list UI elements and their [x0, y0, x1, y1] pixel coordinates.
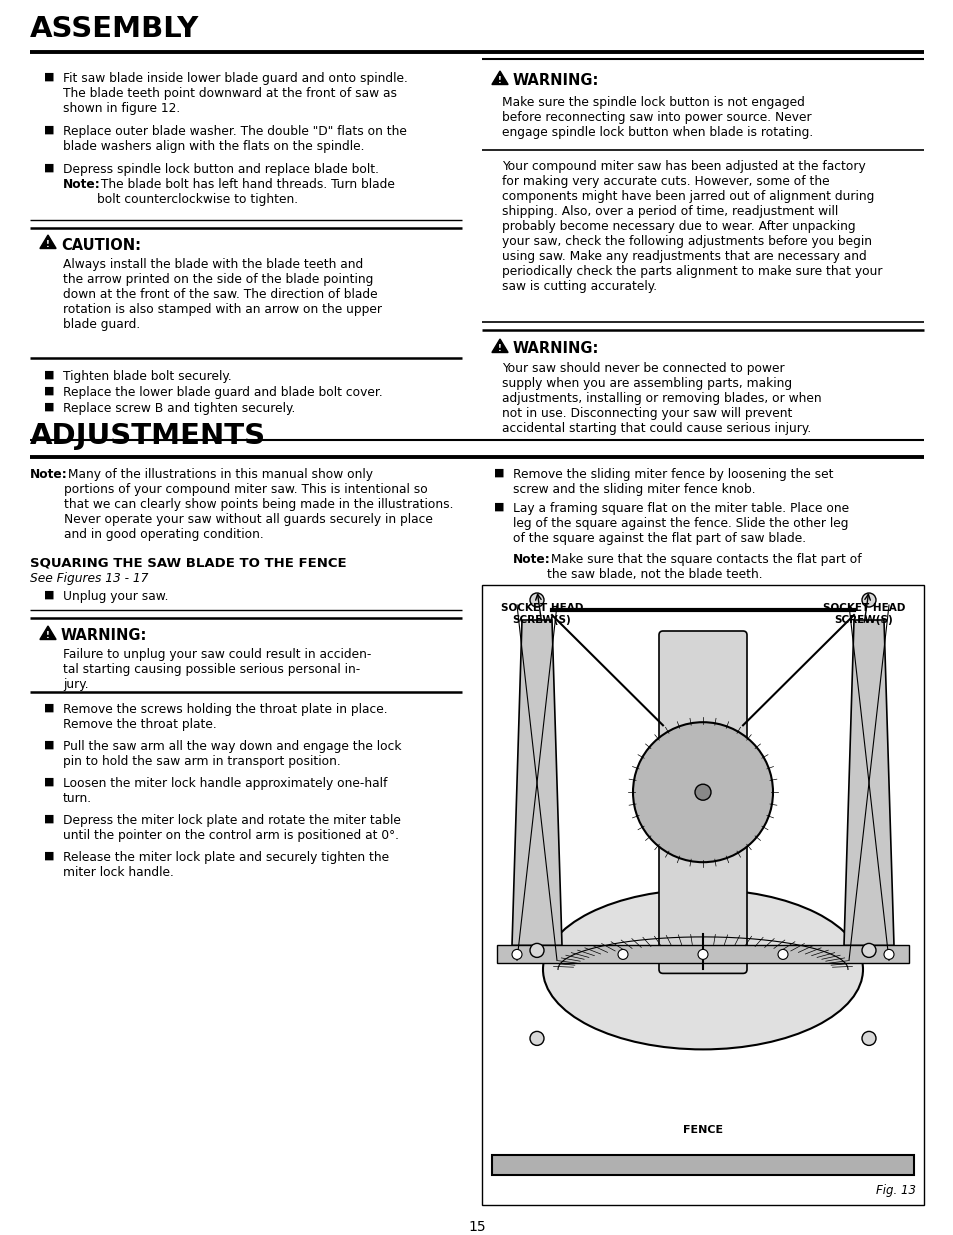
- Text: ■: ■: [44, 703, 54, 713]
- Text: Replace the lower blade guard and blade bolt cover.: Replace the lower blade guard and blade …: [63, 387, 382, 399]
- Circle shape: [530, 1031, 543, 1045]
- Text: Lay a framing square flat on the miter table. Place one
leg of the square agains: Lay a framing square flat on the miter t…: [513, 501, 848, 545]
- Circle shape: [862, 944, 875, 957]
- Circle shape: [778, 950, 787, 960]
- Text: ■: ■: [44, 851, 54, 861]
- Text: ■: ■: [44, 370, 54, 380]
- Text: Remove the screws holding the throat plate in place.
Remove the throat plate.: Remove the screws holding the throat pla…: [63, 703, 387, 731]
- Text: Fig. 13: Fig. 13: [875, 1184, 915, 1197]
- Circle shape: [530, 944, 543, 957]
- Text: SOCKET HEAD
SCREW(S): SOCKET HEAD SCREW(S): [500, 603, 582, 625]
- Text: ■: ■: [494, 468, 504, 478]
- Circle shape: [862, 593, 875, 606]
- Text: Depress the miter lock plate and rotate the miter table
until the pointer on the: Depress the miter lock plate and rotate …: [63, 814, 400, 842]
- Text: SOCKET HEAD
SCREW(S): SOCKET HEAD SCREW(S): [821, 603, 904, 625]
- Circle shape: [698, 950, 707, 960]
- Polygon shape: [492, 70, 508, 84]
- Text: ■: ■: [44, 125, 54, 135]
- Circle shape: [633, 722, 772, 862]
- Text: ■: ■: [44, 403, 54, 412]
- Text: !: !: [497, 75, 501, 85]
- Text: ■: ■: [44, 777, 54, 787]
- Polygon shape: [40, 235, 56, 248]
- Text: WARNING:: WARNING:: [61, 629, 147, 643]
- Text: Note:: Note:: [63, 178, 101, 191]
- Text: Failure to unplug your saw could result in acciden-
tal starting causing possibl: Failure to unplug your saw could result …: [63, 648, 371, 692]
- Text: Make sure the spindle lock button is not engaged
before reconnecting saw into po: Make sure the spindle lock button is not…: [501, 96, 812, 140]
- Text: Tighten blade bolt securely.: Tighten blade bolt securely.: [63, 370, 232, 383]
- Text: ASSEMBLY: ASSEMBLY: [30, 15, 199, 43]
- Text: ■: ■: [44, 387, 54, 396]
- Text: WARNING:: WARNING:: [513, 73, 598, 88]
- Text: ■: ■: [44, 814, 54, 824]
- Circle shape: [530, 593, 543, 606]
- Text: Replace outer blade washer. The double "D" flats on the
blade washers align with: Replace outer blade washer. The double "…: [63, 125, 406, 153]
- Circle shape: [618, 950, 627, 960]
- Text: Depress spindle lock button and replace blade bolt.: Depress spindle lock button and replace …: [63, 163, 378, 177]
- Text: Make sure that the square contacts the flat part of
the saw blade, not the blade: Make sure that the square contacts the f…: [546, 553, 861, 580]
- Circle shape: [695, 784, 710, 800]
- Polygon shape: [492, 338, 508, 352]
- Bar: [481, 585, 923, 1205]
- Text: Your compound miter saw has been adjusted at the factory
for making very accurat: Your compound miter saw has been adjuste…: [501, 161, 882, 293]
- Text: !: !: [497, 345, 501, 353]
- Bar: [492, 1155, 913, 1174]
- Text: Pull the saw arm all the way down and engage the lock
pin to hold the saw arm in: Pull the saw arm all the way down and en…: [63, 740, 401, 768]
- Polygon shape: [40, 626, 56, 640]
- Text: !: !: [46, 240, 50, 249]
- Text: Replace screw B and tighten securely.: Replace screw B and tighten securely.: [63, 403, 295, 415]
- Text: SQUARING THE SAW BLADE TO THE FENCE: SQUARING THE SAW BLADE TO THE FENCE: [30, 556, 346, 569]
- Circle shape: [512, 950, 521, 960]
- Text: Fit saw blade inside lower blade guard and onto spindle.
The blade teeth point d: Fit saw blade inside lower blade guard a…: [63, 72, 408, 115]
- Text: See Figures 13 - 17: See Figures 13 - 17: [30, 572, 149, 585]
- Text: Many of the illustrations in this manual show only
portions of your compound mit: Many of the illustrations in this manual…: [64, 468, 453, 541]
- Polygon shape: [512, 620, 561, 946]
- FancyBboxPatch shape: [659, 631, 746, 973]
- Text: WARNING:: WARNING:: [513, 341, 598, 356]
- Text: Remove the sliding miter fence by loosening the set
screw and the sliding miter : Remove the sliding miter fence by loosen…: [513, 468, 833, 496]
- Bar: [497, 946, 908, 963]
- Text: ADJUSTMENTS: ADJUSTMENTS: [30, 422, 266, 450]
- Polygon shape: [843, 620, 893, 946]
- Text: ■: ■: [44, 72, 54, 82]
- Text: Loosen the miter lock handle approximately one-half
turn.: Loosen the miter lock handle approximate…: [63, 777, 387, 805]
- Text: Your saw should never be connected to power
supply when you are assembling parts: Your saw should never be connected to po…: [501, 362, 821, 435]
- Text: Note:: Note:: [513, 553, 550, 566]
- Ellipse shape: [542, 889, 862, 1050]
- Text: ■: ■: [494, 501, 504, 513]
- Text: ■: ■: [44, 163, 54, 173]
- Text: ■: ■: [44, 590, 54, 600]
- Circle shape: [862, 1031, 875, 1045]
- Text: ■: ■: [44, 740, 54, 750]
- Text: Unplug your saw.: Unplug your saw.: [63, 590, 169, 603]
- Text: Always install the blade with the blade teeth and
the arrow printed on the side : Always install the blade with the blade …: [63, 258, 381, 331]
- Circle shape: [883, 950, 893, 960]
- Text: FENCE: FENCE: [682, 1125, 722, 1135]
- Text: The blade bolt has left hand threads. Turn blade
bolt counterclockwise to tighte: The blade bolt has left hand threads. Tu…: [97, 178, 395, 206]
- Text: Release the miter lock plate and securely tighten the
miter lock handle.: Release the miter lock plate and securel…: [63, 851, 389, 879]
- Text: CAUTION:: CAUTION:: [61, 238, 141, 253]
- Text: 15: 15: [468, 1220, 485, 1234]
- Text: !: !: [46, 631, 50, 640]
- Text: Note:: Note:: [30, 468, 68, 480]
